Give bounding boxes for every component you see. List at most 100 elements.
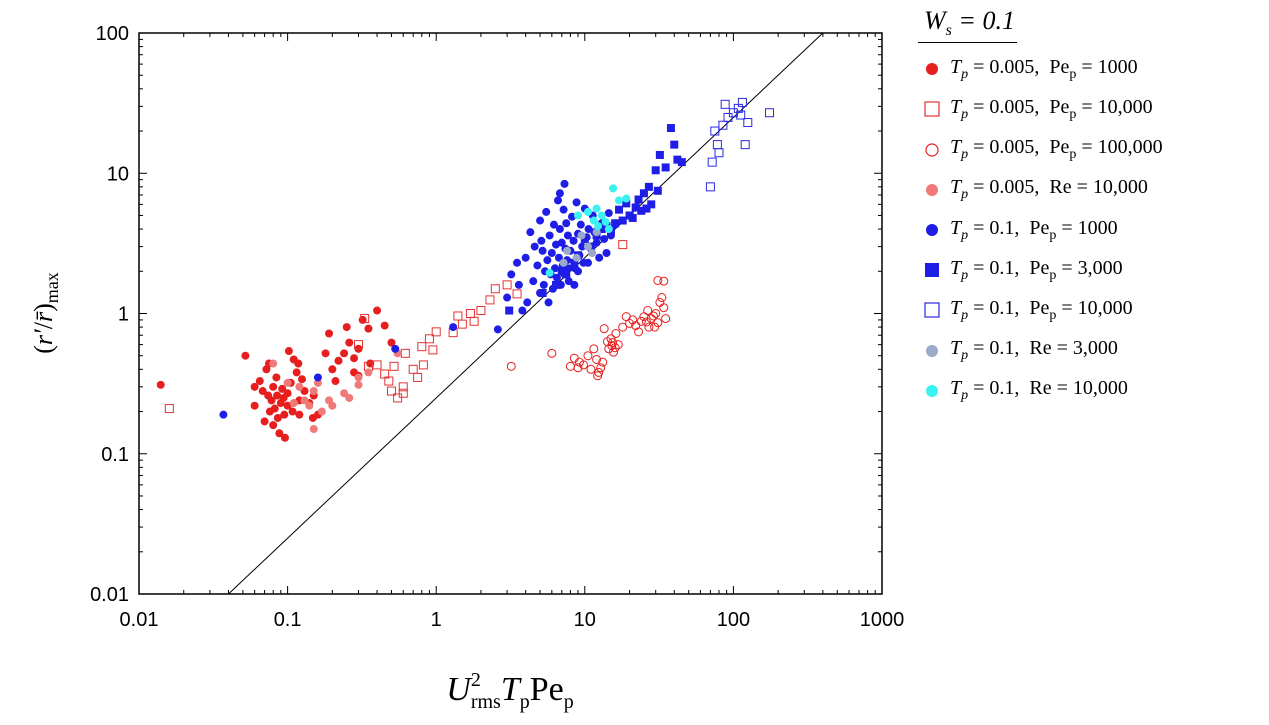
data-point [364,368,373,377]
legend-marker-shape [926,384,938,397]
y-axis-label: (r′/r̄)max [29,272,62,354]
legend-item: Tp = 0.1, Pep = 1000 [918,210,1263,250]
data-point [596,363,606,373]
data-point [659,276,669,286]
data-point [577,231,586,240]
data-point [545,231,554,240]
data-point [651,166,660,175]
data-point [538,289,547,298]
data-point [364,324,373,333]
data-point [637,206,646,215]
data-point [631,203,640,212]
y-tick-label: 10 [107,163,129,185]
data-point [457,319,467,329]
series-group [545,184,631,277]
data-point [360,314,370,324]
legend-marker-shape [926,63,938,76]
data-point [518,306,527,315]
data-point [562,270,571,279]
data-point [294,359,303,368]
data-point [559,258,568,267]
data-point [269,382,278,391]
x-tick-label: 100 [717,609,750,631]
legend-item: Tp = 0.1, Pep = 3,000 [918,250,1263,290]
data-point [642,204,651,213]
data-point [537,236,546,245]
data-point [539,280,548,289]
data-point [570,280,579,289]
data-point [300,396,309,405]
data-point [567,212,576,221]
data-point [530,242,539,251]
data-point [536,216,545,225]
data-point [572,198,581,207]
data-point [283,401,292,410]
data-point [574,211,583,220]
data-point [513,258,522,267]
data-point [631,321,641,331]
data-point [611,219,620,228]
data-point [562,219,571,228]
data-point [602,249,611,258]
x-axis-label: U2 rmsTpPep [446,669,573,713]
data-point [613,340,623,350]
data-point [526,228,535,237]
data-point [583,242,592,251]
data-point [345,393,354,402]
data-point [650,322,660,332]
data-point [512,289,522,299]
data-point [583,351,593,361]
data-point [677,158,686,167]
data-point [555,189,564,198]
data-point [597,225,606,234]
data-point [490,284,500,294]
data-point [260,417,269,426]
data-point [643,306,653,316]
data-point [398,382,408,392]
data-point [250,401,259,410]
data-point [345,338,354,347]
legend-item: Tp = 0.005, Pep = 1000 [918,49,1263,89]
data-point [164,404,174,414]
data-point [317,407,326,416]
data-point [258,387,267,396]
data-point [331,377,340,386]
data-point [283,389,292,398]
data-point [295,382,304,391]
data-point [284,347,293,356]
data-point [449,323,458,332]
data-point [354,340,364,350]
legend-items: Tp = 0.005, Pep = 1000 Tp = 0.005, Pep = … [918,49,1263,411]
data-point [269,359,278,368]
data-point [334,356,343,365]
data-point [628,213,637,222]
data-point [553,196,562,205]
legend-marker [918,258,946,282]
x-tick-label: 0.1 [274,609,302,631]
data-point [514,280,523,289]
data-point [413,372,423,382]
data-point [529,277,538,286]
data-point [523,298,532,307]
legend-marker-shape [925,143,939,157]
data-point [272,373,281,382]
data-point [601,217,610,226]
data-point [714,148,724,158]
data-point [720,99,730,109]
data-point [563,264,572,273]
data-point [507,270,516,279]
legend-item: Tp = 0.005, Pep = 10,000 [918,89,1263,129]
legend-marker [918,379,946,403]
data-point [555,225,564,234]
data-point [544,298,553,307]
legend-marker [918,298,946,322]
data-point [611,329,621,339]
y-tick-label: 0.01 [90,584,129,606]
data-point [417,342,427,352]
legend-label: Tp = 0.005, Pep = 1000 [950,55,1138,82]
data-point [380,321,389,330]
legend-marker-shape [925,263,939,278]
data-point [321,349,330,358]
data-point [267,396,276,405]
